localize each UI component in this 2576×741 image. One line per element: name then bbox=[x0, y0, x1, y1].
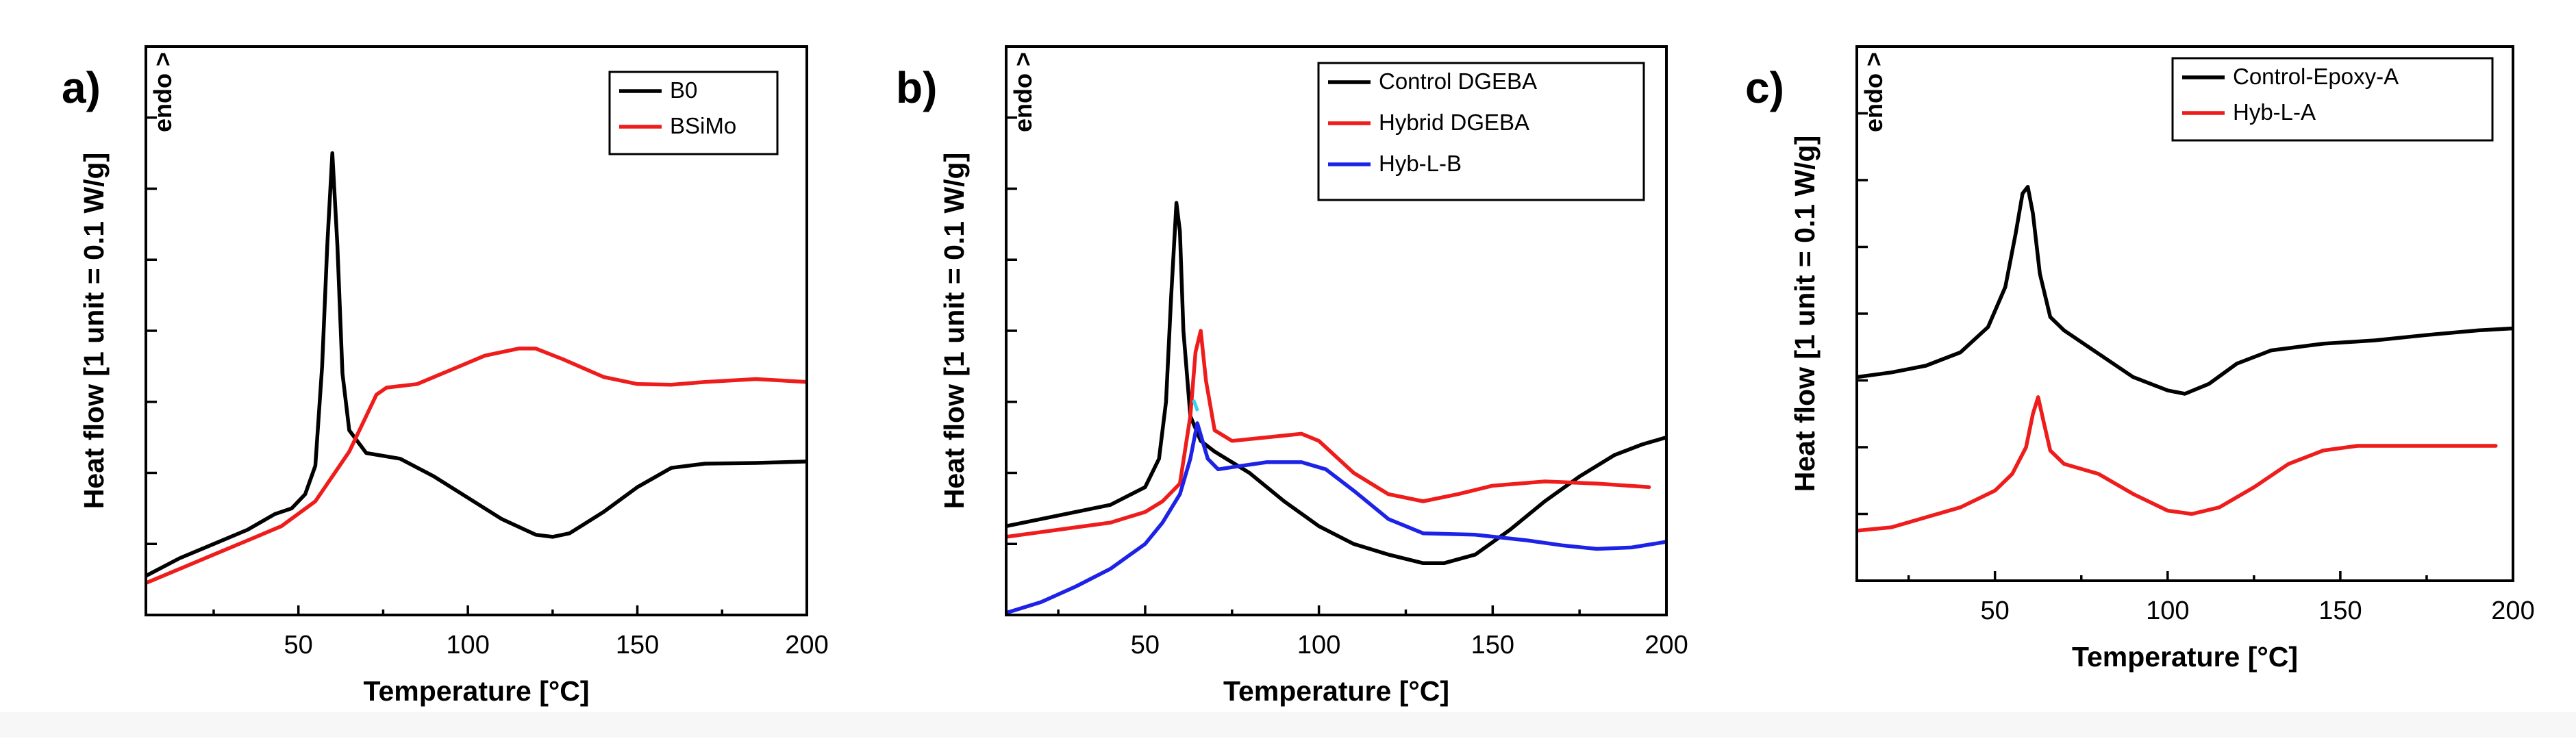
series-line-control-epoxy-a bbox=[1857, 185, 2513, 396]
x-axis-title: Temperature [°C] bbox=[2072, 641, 2298, 673]
endo-annotation: endo > bbox=[1009, 52, 1037, 132]
x-axis-title: Temperature [°C] bbox=[1223, 675, 1449, 707]
x-axis-title: Temperature [°C] bbox=[363, 675, 589, 707]
x-tick-label: 50 bbox=[1131, 631, 1160, 660]
legend-box bbox=[1317, 62, 1645, 201]
series-line-b0 bbox=[146, 151, 807, 578]
series-overlap-mark bbox=[1192, 399, 1199, 412]
legend-entry-label: Control-Epoxy-A bbox=[2233, 64, 2399, 89]
x-tick-label: 200 bbox=[785, 631, 828, 660]
endo-annotation: endo > bbox=[149, 52, 177, 132]
x-tick-label: 200 bbox=[2491, 596, 2534, 625]
legend-entry-label: Control DGEBA bbox=[1379, 68, 1537, 94]
x-tick-label: 200 bbox=[1645, 631, 1688, 660]
legend-entry-label: BSiMo bbox=[670, 113, 736, 138]
legend-entry-label: Hybrid DGEBA bbox=[1379, 110, 1529, 135]
y-axis-title: Heat flow [1 unit = 0.1 W/g] bbox=[78, 153, 110, 510]
figure-bottom-band bbox=[0, 712, 2576, 738]
chart-panel-2: 50 100 150 200 Temperature [°C] Heat flow [1 … bbox=[896, 45, 1688, 707]
x-tick-label: 50 bbox=[1981, 596, 2010, 625]
series-line-control-dgeba bbox=[1006, 201, 1666, 566]
legend-entry-label: Hyb-L-B bbox=[1379, 151, 1462, 176]
x-tick-label: 150 bbox=[616, 631, 659, 660]
y-axis-title: Heat flow [1 unit = 0.1 W/g] bbox=[938, 153, 970, 510]
legend-box bbox=[608, 71, 779, 155]
series-line-bsimo bbox=[146, 347, 807, 586]
x-tick-label: 150 bbox=[1471, 631, 1514, 660]
x-tick-label: 100 bbox=[446, 631, 489, 660]
x-tick-label: 150 bbox=[2318, 596, 2362, 625]
x-tick-label: 50 bbox=[284, 631, 313, 660]
legend-box bbox=[2171, 57, 2494, 142]
x-tick-label: 100 bbox=[2146, 596, 2189, 625]
series-line-hybrid-dgeba bbox=[1006, 329, 1651, 539]
legend-entry-label: Hyb-L-A bbox=[2233, 99, 2316, 125]
panel-label: c) bbox=[1745, 63, 1784, 112]
series-line-hyb-l-a bbox=[1857, 395, 2498, 533]
series-line-hyb-l-b bbox=[1006, 421, 1666, 615]
endo-annotation: endo > bbox=[1860, 52, 1888, 132]
chart-panel-3: 50 100 150 200 Temperature [°C] Heat flow [1 … bbox=[1745, 45, 2535, 673]
y-axis-title: Heat flow [1 unit = 0.1 W/g] bbox=[1789, 136, 1821, 492]
legend-entry-label: B0 bbox=[670, 77, 697, 103]
x-tick-label: 100 bbox=[1297, 631, 1340, 660]
chart-panel-1: 50 100 150 200 Temperature [°C] Heat flow [1 … bbox=[62, 45, 829, 707]
panel-label: a) bbox=[62, 63, 101, 112]
panel-label: b) bbox=[896, 63, 937, 112]
